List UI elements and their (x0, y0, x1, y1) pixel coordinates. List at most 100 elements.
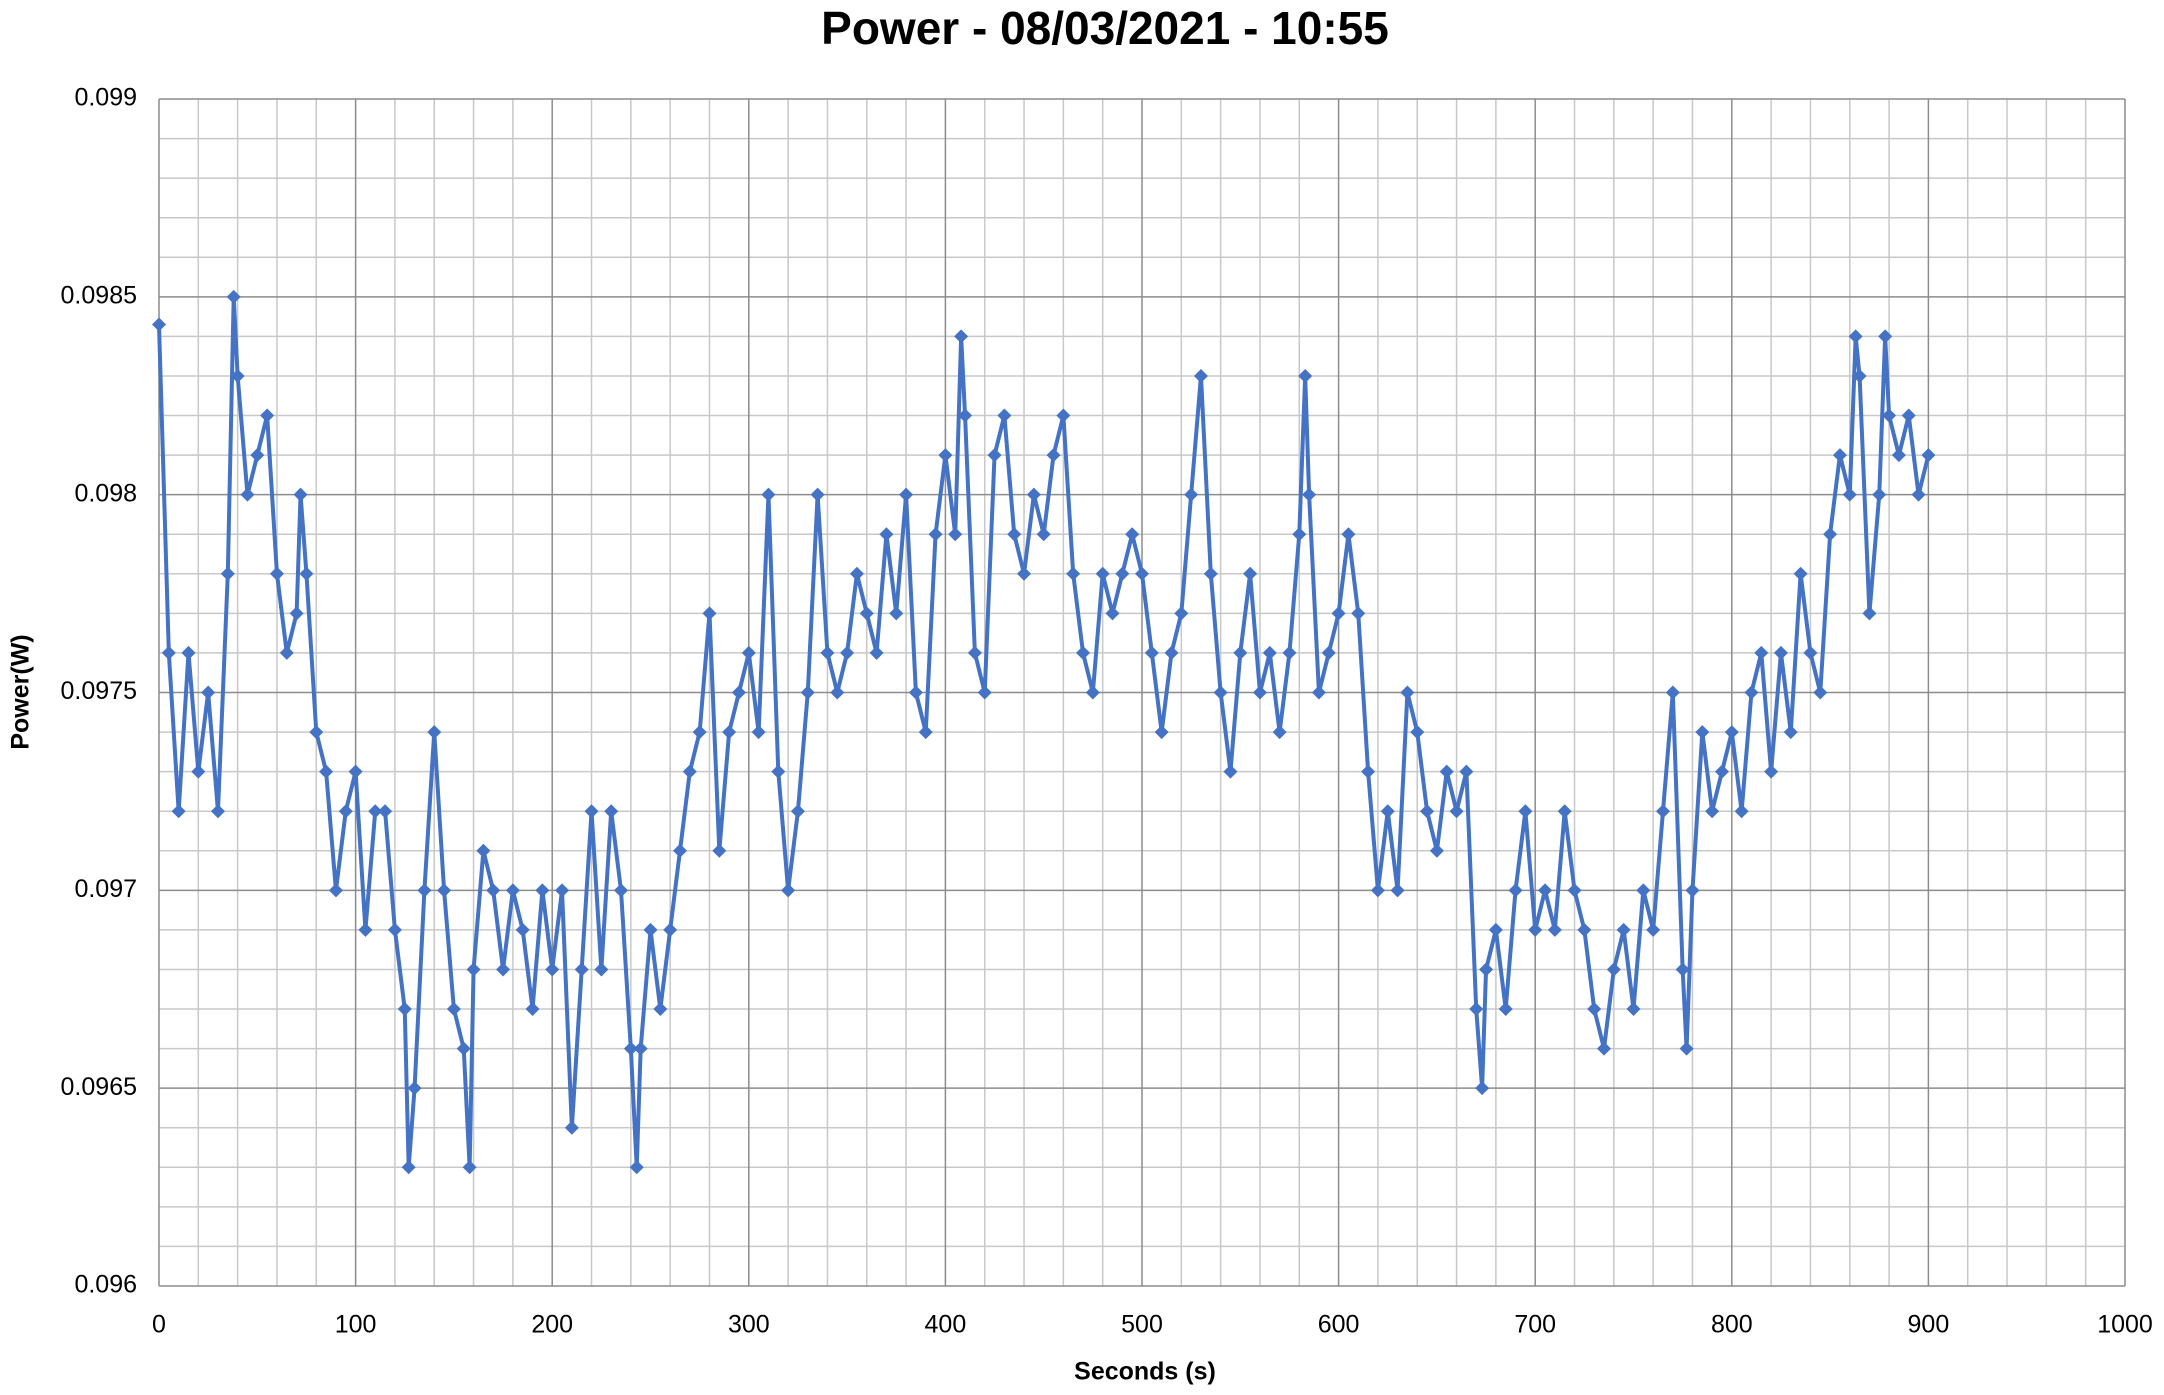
marker (397, 1002, 412, 1017)
marker (1475, 1081, 1490, 1096)
x-tick-label: 100 (335, 1311, 377, 1339)
marker (1597, 1041, 1612, 1056)
marker (1298, 368, 1313, 383)
marker (427, 725, 442, 740)
marker (1803, 645, 1818, 660)
marker (908, 685, 923, 700)
marker (515, 922, 530, 937)
marker (378, 804, 393, 819)
marker (1714, 764, 1729, 779)
marker (1302, 487, 1317, 502)
marker (1882, 408, 1897, 423)
marker (663, 922, 678, 937)
marker (437, 883, 452, 898)
marker (1085, 685, 1100, 700)
y-tick-label: 0.099 (74, 84, 137, 112)
marker (1026, 487, 1041, 502)
marker (1272, 725, 1287, 740)
marker (269, 566, 284, 581)
marker (1705, 804, 1720, 819)
marker (849, 566, 864, 581)
marker (1679, 1041, 1694, 1056)
marker (629, 1160, 644, 1175)
marker (260, 408, 275, 423)
marker (1449, 804, 1464, 819)
marker (250, 448, 265, 463)
marker (1429, 843, 1444, 858)
marker (1891, 448, 1906, 463)
marker (1567, 883, 1582, 898)
marker (1911, 487, 1926, 502)
marker (401, 1160, 416, 1175)
marker (584, 804, 599, 819)
marker (462, 1160, 477, 1175)
marker (810, 487, 825, 502)
marker (1813, 685, 1828, 700)
marker (692, 725, 707, 740)
marker (407, 1081, 422, 1096)
marker (171, 804, 186, 819)
marker (191, 764, 206, 779)
marker (899, 487, 914, 502)
marker (1538, 883, 1553, 898)
marker (348, 764, 363, 779)
marker (1370, 883, 1385, 898)
marker (987, 448, 1002, 463)
marker (1125, 527, 1140, 542)
y-tick-label: 0.0985 (61, 281, 137, 309)
marker (201, 685, 216, 700)
marker (1793, 566, 1808, 581)
marker (1321, 645, 1336, 660)
marker (1341, 527, 1356, 542)
marker (712, 843, 727, 858)
marker (152, 317, 166, 332)
x-tick-label: 1000 (2097, 1311, 2153, 1339)
marker (1518, 804, 1533, 819)
marker (1754, 645, 1769, 660)
marker (859, 606, 874, 621)
x-tick-label: 400 (925, 1311, 967, 1339)
marker (1135, 566, 1149, 581)
marker (918, 725, 933, 740)
chart-title: Power - 08/03/2021 - 10:55 (821, 2, 1389, 54)
marker (338, 804, 353, 819)
marker (623, 1041, 638, 1056)
marker (1144, 645, 1159, 660)
marker (210, 804, 225, 819)
x-tick-label: 900 (1908, 1311, 1950, 1339)
marker (181, 645, 196, 660)
x-axis-label: Seconds (s) (1074, 1358, 1216, 1386)
marker (1508, 883, 1523, 898)
marker (1921, 448, 1936, 463)
marker (1115, 566, 1130, 581)
marker (555, 883, 570, 898)
marker (564, 1120, 579, 1135)
marker (1439, 764, 1454, 779)
marker (525, 1002, 540, 1017)
marker (1095, 566, 1110, 581)
marker (977, 685, 992, 700)
marker (1056, 408, 1071, 423)
marker (1361, 764, 1376, 779)
marker (1852, 368, 1867, 383)
marker (751, 725, 766, 740)
marker (1685, 883, 1700, 898)
marker (1184, 487, 1199, 502)
marker (879, 527, 894, 542)
marker (1636, 883, 1651, 898)
marker (1017, 566, 1032, 581)
marker (781, 883, 796, 898)
marker (230, 368, 245, 383)
marker (1675, 962, 1690, 977)
marker (328, 883, 343, 898)
marker (1848, 329, 1863, 344)
marker (1616, 922, 1631, 937)
marker (309, 725, 324, 740)
marker (869, 645, 884, 660)
marker (1577, 922, 1592, 937)
marker (319, 764, 334, 779)
x-tick-label: 600 (1318, 1311, 1360, 1339)
marker (1901, 408, 1916, 423)
marker (761, 487, 776, 502)
marker (289, 606, 304, 621)
